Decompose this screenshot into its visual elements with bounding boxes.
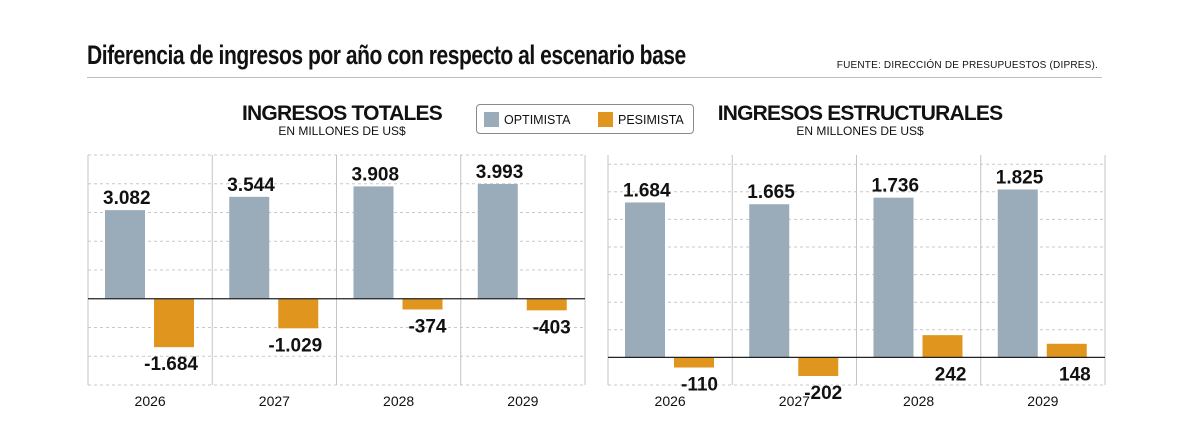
bar-pesimista-2027 [798, 357, 839, 376]
data-label-pesimista-2029: 148 [1059, 364, 1091, 385]
bar-optimista-2026 [105, 210, 145, 299]
x-tick-label-2029: 2029 [1027, 393, 1058, 409]
title-divider [87, 77, 1102, 78]
bar-optimista-2028 [873, 197, 914, 358]
legend-swatch-pesimista [598, 112, 613, 127]
data-label-pesimista-2027: -1.029 [268, 335, 322, 356]
panel-title-estructurales: INGRESOS ESTRUCTURALES [717, 102, 1003, 125]
data-label-pesimista-2027: -202 [804, 383, 842, 404]
bar-optimista-2028 [353, 186, 394, 299]
data-label-pesimista-2029: -403 [533, 317, 571, 338]
data-label-optimista-2029: 1.825 [996, 168, 1044, 189]
panel-subtitle-totales: EN MILLONES DE US$ [278, 124, 406, 138]
data-label-pesimista-2028: -374 [408, 317, 446, 338]
bar-optimista-2026 [625, 202, 665, 358]
bar-optimista-2029 [997, 189, 1038, 358]
legend-label-optimista: OPTIMISTA [504, 112, 571, 127]
source-note: FUENTE: DIRECCIÓN DE PRESUPUESTOS (DIPRE… [836, 60, 1098, 71]
bar-pesimista-2027 [278, 298, 319, 329]
x-tick-label-2028: 2028 [383, 393, 414, 409]
data-label-optimista-2027: 3.544 [227, 175, 275, 196]
data-label-optimista-2028: 3.908 [352, 164, 400, 185]
data-label-optimista-2029: 3.993 [476, 162, 524, 183]
x-tick-label-2029: 2029 [507, 393, 538, 409]
bar-pesimista-2028 [922, 335, 963, 358]
bar-optimista-2027 [749, 204, 790, 358]
legend-swatch-optimista [484, 112, 499, 127]
bar-optimista-2027 [229, 196, 270, 299]
data-label-pesimista-2026: -110 [681, 375, 718, 396]
legend: OPTIMISTA PESIMISTA [476, 104, 694, 134]
x-tick-label-2027: 2027 [259, 393, 290, 409]
bar-pesimista-2026 [154, 298, 194, 348]
legend-item-pesimista: PESIMISTA [598, 112, 684, 127]
data-label-optimista-2027: 1.665 [747, 182, 795, 203]
panel-subtitle-estructurales: EN MILLONES DE US$ [796, 124, 924, 138]
x-tick-label-2027: 2027 [779, 393, 810, 409]
data-label-pesimista-2028: 242 [935, 364, 967, 385]
data-label-optimista-2026: 3.082 [103, 188, 151, 209]
x-tick-label-2028: 2028 [903, 393, 934, 409]
chart-title: Diferencia de ingresos por año con respe… [87, 40, 686, 70]
bar-optimista-2029 [477, 183, 518, 299]
bar-pesimista-2026 [674, 357, 714, 368]
bar-pesimista-2028 [402, 298, 443, 310]
bar-pesimista-2029 [526, 298, 567, 311]
x-tick-label-2026: 2026 [135, 393, 166, 409]
bar-pesimista-2029 [1046, 343, 1087, 358]
legend-label-pesimista: PESIMISTA [618, 112, 684, 127]
data-label-optimista-2028: 1.736 [872, 176, 920, 197]
data-label-pesimista-2026: -1.684 [144, 354, 198, 375]
legend-item-optimista: OPTIMISTA [484, 112, 570, 127]
x-tick-label-2026: 2026 [655, 393, 686, 409]
data-label-optimista-2026: 1.684 [623, 180, 671, 201]
panel-title-totales: INGRESOS TOTALES [242, 102, 443, 125]
